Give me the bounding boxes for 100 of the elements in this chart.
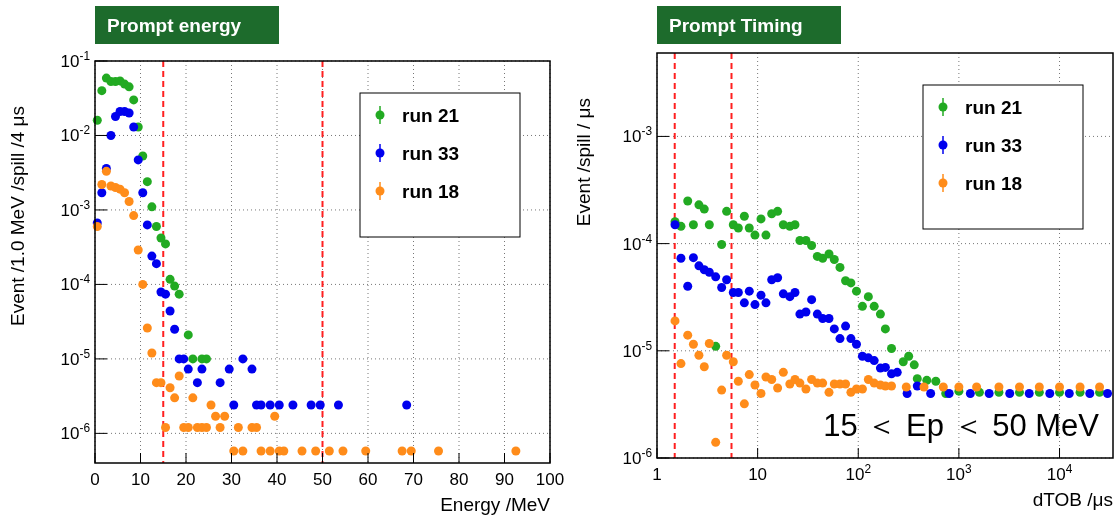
point [311, 446, 321, 456]
point [733, 223, 743, 233]
point [722, 350, 732, 360]
point [790, 220, 800, 230]
point [676, 359, 686, 369]
point [846, 334, 856, 344]
point [265, 400, 275, 410]
point [183, 330, 193, 340]
x-tick-label: 90 [495, 470, 514, 489]
point [124, 108, 134, 118]
point [124, 196, 134, 206]
point [801, 307, 811, 317]
point [829, 255, 839, 265]
x-tick-label: 10 [131, 470, 150, 489]
point [863, 292, 873, 302]
point [733, 376, 743, 386]
point [756, 214, 766, 224]
y-axis-title: Event /1.0 MeV /spill /4 μs [7, 106, 28, 327]
point [129, 95, 139, 105]
legend-label: run 33 [402, 143, 460, 164]
chart-title: Prompt energy [107, 15, 242, 36]
point [744, 370, 754, 380]
point [206, 400, 216, 410]
point [238, 446, 248, 456]
point [875, 309, 885, 319]
point [215, 378, 225, 388]
point [511, 446, 521, 456]
point [406, 446, 416, 456]
point [142, 220, 152, 230]
point [756, 290, 766, 300]
x-tick-label: 10$^{4}$ [1046, 462, 1073, 484]
point [801, 384, 811, 394]
legend-label: run 21 [965, 97, 1023, 118]
point [270, 411, 280, 421]
y-tick-label: 10$^{-1}$ [60, 49, 91, 71]
point [773, 273, 783, 283]
point [892, 367, 902, 377]
point [192, 378, 202, 388]
point [750, 230, 760, 240]
point [683, 196, 693, 206]
point [165, 383, 175, 393]
point [151, 221, 161, 231]
point [147, 251, 157, 261]
point [851, 339, 861, 349]
x-tick-label: 80 [449, 470, 469, 489]
point [835, 334, 845, 344]
point [220, 411, 230, 421]
x-axis-title: Energy /MeV [440, 494, 551, 515]
point [402, 400, 412, 410]
x-tick-label: 10 [748, 465, 768, 484]
point [846, 278, 856, 288]
y-tick-label: 10$^{-5}$ [60, 346, 91, 369]
point [717, 240, 727, 250]
point [688, 220, 698, 230]
point [333, 400, 343, 410]
point [869, 301, 879, 311]
point [174, 289, 184, 299]
point [750, 300, 760, 310]
point [138, 279, 148, 289]
point [739, 298, 749, 308]
point [829, 324, 839, 334]
point [315, 400, 325, 410]
point [880, 324, 890, 334]
point [133, 245, 143, 255]
point [170, 393, 180, 403]
point [211, 411, 221, 421]
point [857, 301, 867, 311]
point [97, 188, 107, 198]
point [147, 348, 157, 358]
point [841, 379, 851, 389]
point [711, 272, 721, 282]
point [728, 357, 738, 367]
point [744, 286, 754, 296]
point [670, 316, 680, 326]
x-tick-label: 40 [267, 470, 287, 489]
point [676, 253, 686, 263]
point [773, 206, 783, 216]
point [142, 323, 152, 333]
point [887, 381, 897, 391]
point [161, 239, 171, 249]
point [188, 354, 198, 364]
point [704, 220, 714, 230]
x-tick-label: 20 [176, 470, 196, 489]
point [434, 446, 444, 456]
point [288, 400, 298, 410]
point [174, 371, 184, 381]
point [133, 155, 143, 165]
y-tick-label: 10$^{-4}$ [60, 272, 91, 295]
point [161, 289, 171, 299]
point [124, 82, 134, 92]
point [756, 388, 766, 398]
point [161, 422, 171, 432]
point [739, 211, 749, 221]
point [188, 393, 198, 403]
point [851, 286, 861, 296]
point [694, 350, 704, 360]
point [142, 177, 152, 187]
point [722, 275, 732, 285]
point [704, 339, 714, 348]
point [869, 356, 879, 366]
